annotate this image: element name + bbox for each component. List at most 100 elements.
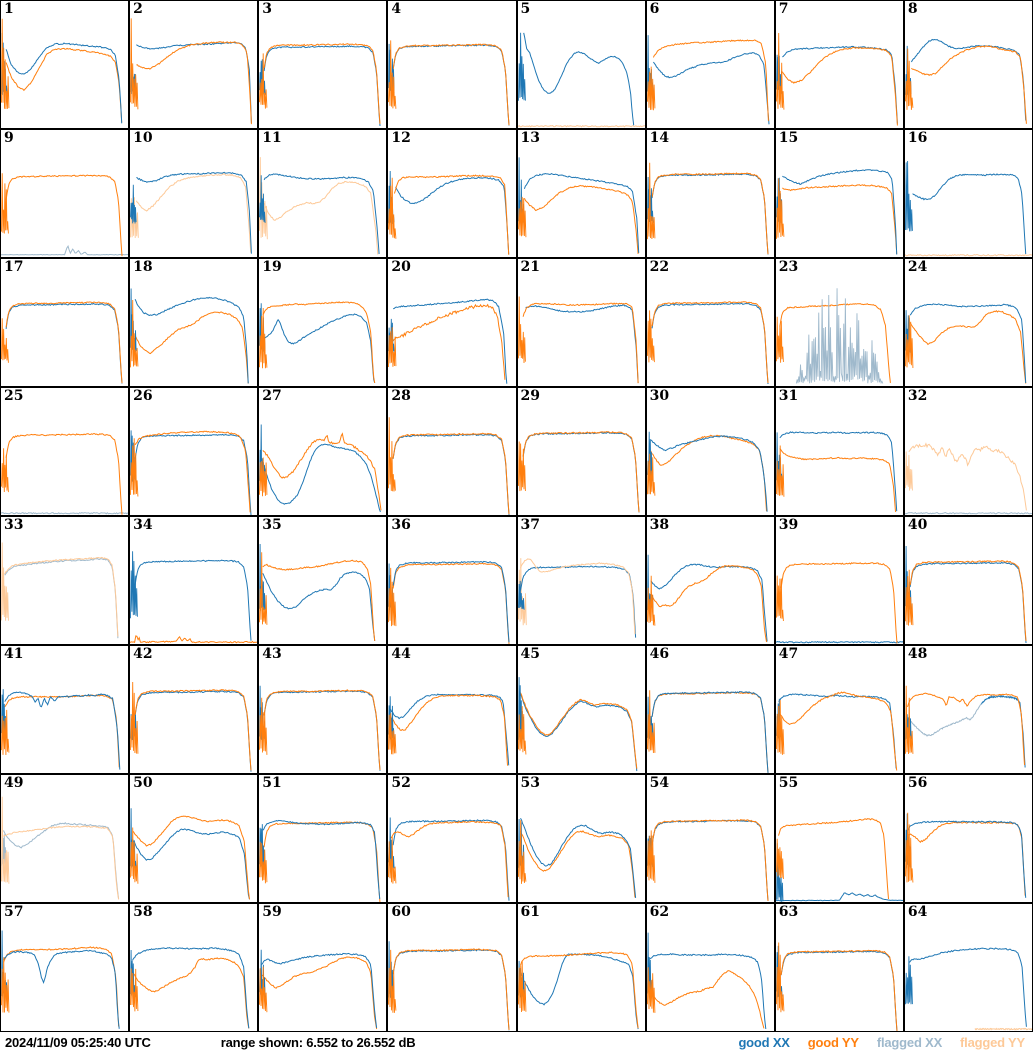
panel-number: 2 — [133, 1, 143, 17]
panel-52[interactable]: 52 — [387, 774, 517, 903]
panel-40[interactable]: 40 — [903, 516, 1033, 645]
panel-15[interactable]: 15 — [774, 129, 904, 258]
panel-number: 59 — [262, 904, 282, 920]
panel-number: 38 — [649, 517, 670, 533]
panel-number: 32 — [907, 388, 928, 404]
panel-number: 3 — [262, 1, 272, 17]
panel-21[interactable]: 21 — [516, 258, 646, 387]
panel-46[interactable]: 46 — [645, 645, 775, 774]
panel-47[interactable]: 47 — [774, 645, 904, 774]
panel-plot — [388, 40, 510, 126]
panel-plot — [259, 424, 382, 513]
panel-number: 56 — [907, 775, 928, 791]
panel-plot — [904, 160, 1032, 257]
panel-14[interactable]: 14 — [645, 129, 775, 258]
panel-7[interactable]: 7 — [774, 0, 904, 129]
panel-48[interactable]: 48 — [903, 645, 1033, 774]
panel-53[interactable]: 53 — [516, 774, 646, 903]
panel-number: 8 — [907, 1, 918, 17]
panel-17[interactable]: 17 — [0, 258, 130, 387]
panel-37[interactable]: 37 — [516, 516, 646, 645]
panel-number: 12 — [391, 130, 411, 146]
panel-plot — [775, 942, 898, 1031]
panel-31[interactable]: 31 — [774, 387, 904, 516]
panel-20[interactable]: 20 — [387, 258, 517, 387]
legend-good-yy: good YY — [807, 1035, 859, 1050]
panel-55[interactable]: 55 — [774, 774, 904, 903]
range-label: range shown: 6.552 to 26.552 dB — [220, 1035, 416, 1050]
panel-42[interactable]: 42 — [129, 645, 259, 774]
panel-38[interactable]: 38 — [645, 516, 775, 645]
panel-32[interactable]: 32 — [903, 387, 1033, 516]
panel-plot — [130, 288, 249, 384]
panel-number: 1 — [4, 1, 14, 17]
panel-64[interactable]: 64 — [903, 903, 1033, 1032]
panel-12[interactable]: 12 — [387, 129, 517, 258]
panel-51[interactable]: 51 — [258, 774, 388, 903]
panel-plot — [388, 298, 508, 384]
panel-number: 58 — [133, 904, 153, 920]
panel-6[interactable]: 6 — [645, 0, 775, 129]
panel-61[interactable]: 61 — [516, 903, 646, 1032]
panel-plot — [517, 296, 639, 384]
panel-19[interactable]: 19 — [258, 258, 388, 387]
panel-22[interactable]: 22 — [645, 258, 775, 387]
panel-62[interactable]: 62 — [645, 903, 775, 1032]
panel-plot — [130, 430, 252, 515]
panel-2[interactable]: 2 — [129, 0, 259, 129]
panel-50[interactable]: 50 — [129, 774, 259, 903]
panel-16[interactable]: 16 — [903, 129, 1033, 258]
panel-54[interactable]: 54 — [645, 774, 775, 903]
panel-58[interactable]: 58 — [129, 903, 259, 1032]
panel-8[interactable]: 8 — [903, 0, 1033, 129]
panel-number: 23 — [778, 259, 799, 275]
panel-33[interactable]: 33 — [0, 516, 130, 645]
panel-5[interactable]: 5 — [516, 0, 646, 129]
panel-41[interactable]: 41 — [0, 645, 130, 774]
panel-60[interactable]: 60 — [387, 903, 517, 1032]
panel-10[interactable]: 10 — [129, 129, 259, 258]
panel-1[interactable]: 1 — [0, 0, 130, 129]
panel-9[interactable]: 9 — [0, 129, 130, 258]
panel-45[interactable]: 45 — [516, 645, 646, 774]
panel-number: 29 — [520, 388, 540, 404]
panel-plot — [646, 431, 768, 512]
panel-39[interactable]: 39 — [774, 516, 904, 645]
panel-plot — [775, 431, 897, 512]
panel-49[interactable]: 49 — [0, 774, 130, 903]
panel-number: 35 — [262, 517, 282, 533]
panel-24[interactable]: 24 — [903, 258, 1033, 387]
panel-29[interactable]: 29 — [516, 387, 646, 516]
panel-36[interactable]: 36 — [387, 516, 517, 645]
panel-number: 6 — [649, 1, 660, 17]
panel-number: 13 — [520, 130, 540, 146]
panel-25[interactable]: 25 — [0, 387, 130, 516]
panel-3[interactable]: 3 — [258, 0, 388, 129]
panel-35[interactable]: 35 — [258, 516, 388, 645]
panel-4[interactable]: 4 — [387, 0, 517, 129]
panel-30[interactable]: 30 — [645, 387, 775, 516]
panel-28[interactable]: 28 — [387, 387, 517, 516]
panel-13[interactable]: 13 — [516, 129, 646, 258]
panel-26[interactable]: 26 — [129, 387, 259, 516]
panel-number: 10 — [133, 130, 153, 146]
panel-63[interactable]: 63 — [774, 903, 904, 1032]
legend-flagged-xx: flagged XX — [876, 1035, 943, 1050]
panel-11[interactable]: 11 — [258, 129, 388, 258]
panel-56[interactable]: 56 — [903, 774, 1033, 903]
panel-18[interactable]: 18 — [129, 258, 259, 387]
panel-plot — [517, 558, 636, 638]
panel-57[interactable]: 57 — [0, 903, 130, 1032]
panel-plot — [259, 543, 376, 641]
panel-plot — [904, 442, 1032, 515]
panel-23[interactable]: 23 — [774, 258, 904, 387]
panel-plot — [130, 171, 253, 254]
panel-44[interactable]: 44 — [387, 645, 517, 774]
panel-plot — [646, 554, 768, 643]
panel-59[interactable]: 59 — [258, 903, 388, 1032]
panel-plot — [646, 35, 770, 125]
panel-43[interactable]: 43 — [258, 645, 388, 774]
panel-34[interactable]: 34 — [129, 516, 259, 645]
panel-27[interactable]: 27 — [258, 387, 388, 516]
